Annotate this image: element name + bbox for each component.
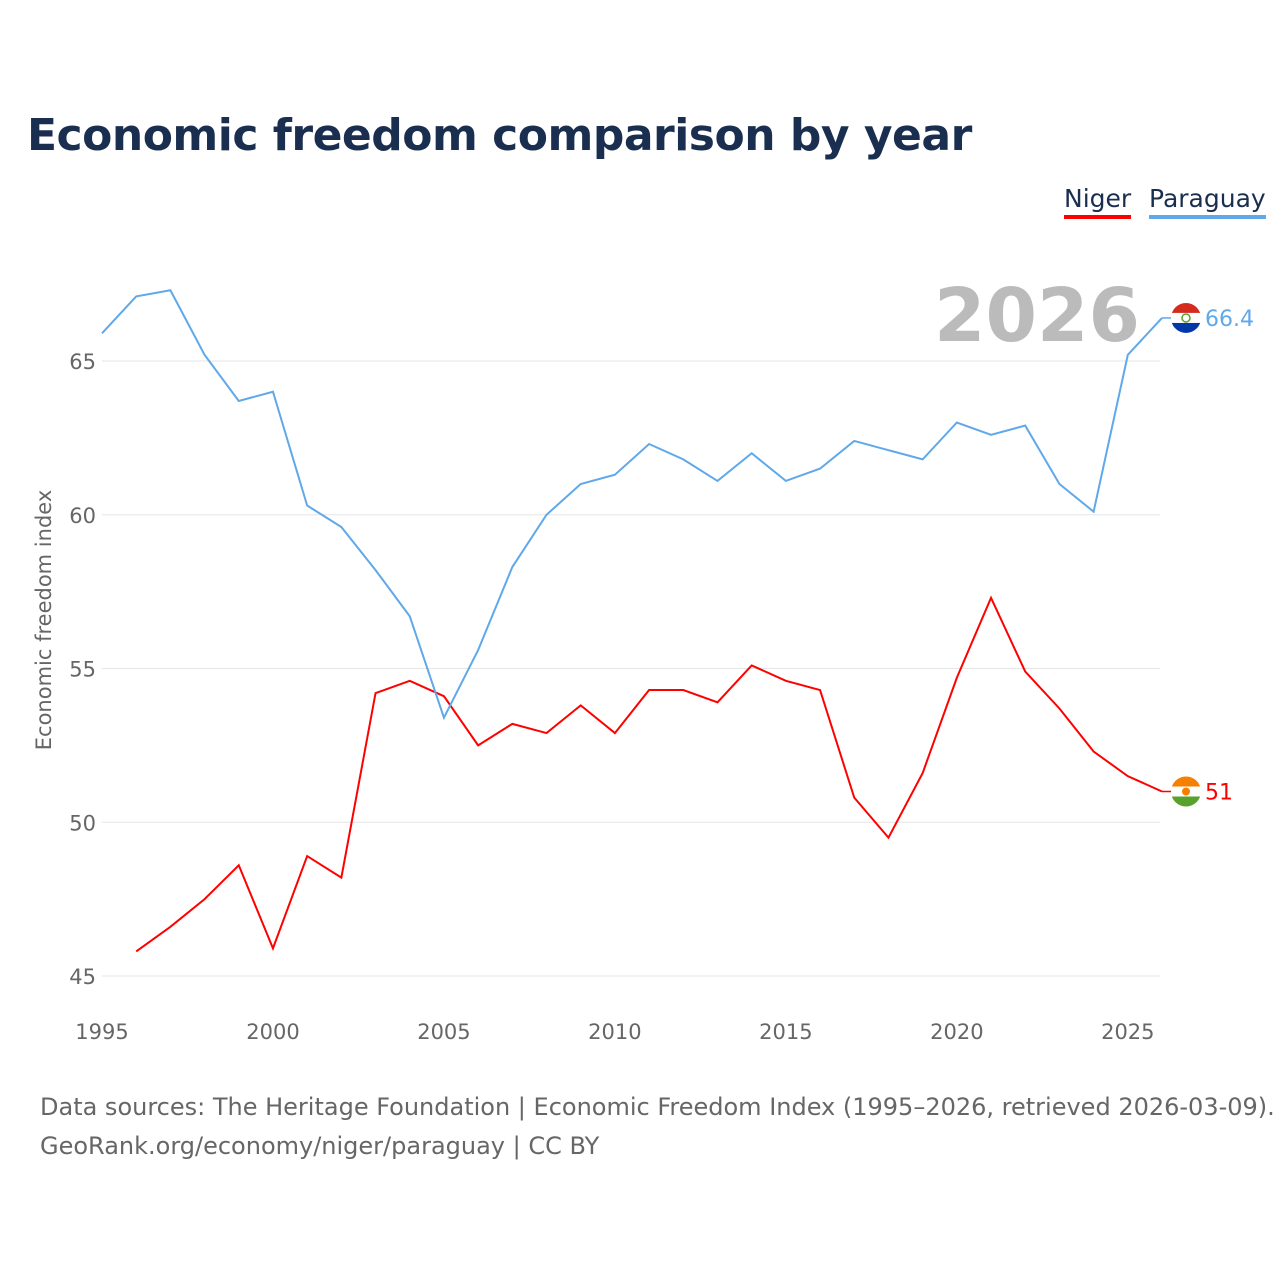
flag-paraguay-icon — [1162, 302, 1201, 333]
source-line-1: Data sources: The Heritage Foundation | … — [40, 1093, 1275, 1121]
source-line-2[interactable]: GeoRank.org/economy/niger/paraguay | CC … — [40, 1132, 600, 1160]
x-tick-label: 2025 — [1101, 1020, 1154, 1044]
series-line-paraguay — [101, 289, 1163, 721]
flag-stripe — [1171, 302, 1201, 313]
series-line-niger — [135, 595, 1163, 953]
legend-niger[interactable]: Niger — [1064, 184, 1132, 219]
x-tick-label: 2010 — [588, 1020, 641, 1044]
flag-emblem — [1181, 313, 1191, 323]
end-label-niger: 51 — [1205, 781, 1233, 806]
year-watermark: 2026 — [934, 273, 1140, 359]
x-tick-label: 2015 — [759, 1020, 812, 1044]
y-tick-label: 60 — [69, 504, 96, 528]
legend-paraguay[interactable]: Paraguay — [1149, 184, 1266, 219]
flag-emblem — [1182, 787, 1190, 796]
end-label-paraguay: 66.4 — [1205, 307, 1254, 332]
source-note: Data sources: The Heritage Foundation | … — [40, 1088, 1275, 1166]
y-tick-label: 50 — [69, 811, 96, 835]
y-axis-label: Economic freedom index — [32, 490, 56, 751]
flag-stripe — [1171, 322, 1201, 333]
flag-stripe — [1171, 776, 1201, 787]
flag-stripe — [1171, 312, 1201, 323]
chart-title: Economic freedom comparison by year — [27, 110, 972, 161]
flag-stripe — [1171, 796, 1201, 807]
y-tick-label: 65 — [69, 350, 96, 374]
x-tick-label: 1995 — [75, 1020, 128, 1044]
x-tick-label: 2000 — [246, 1020, 299, 1044]
flag-niger-icon — [1162, 776, 1201, 807]
y-tick-label: 55 — [69, 658, 96, 682]
x-tick-label: 2020 — [930, 1020, 983, 1044]
x-tick-label: 2005 — [417, 1020, 470, 1044]
y-tick-label: 45 — [69, 965, 96, 989]
